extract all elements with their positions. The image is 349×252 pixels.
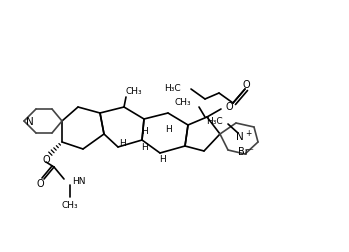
Text: CH₃: CH₃ xyxy=(174,97,191,106)
Text: H: H xyxy=(159,155,166,164)
Text: H₃C: H₃C xyxy=(164,83,181,92)
Text: CH₃: CH₃ xyxy=(62,200,78,209)
Text: HN: HN xyxy=(72,177,86,186)
Text: O: O xyxy=(42,154,50,164)
Text: +: + xyxy=(245,129,251,138)
Text: Br⁻: Br⁻ xyxy=(238,146,254,156)
Text: O: O xyxy=(225,102,233,112)
Text: H: H xyxy=(119,138,125,147)
Text: N: N xyxy=(236,132,244,141)
Text: H: H xyxy=(141,127,147,136)
Text: O: O xyxy=(242,80,250,90)
Text: H: H xyxy=(165,125,171,134)
Text: CH₃: CH₃ xyxy=(126,86,143,95)
Text: O: O xyxy=(36,178,44,188)
Text: H₃C: H₃C xyxy=(206,116,223,125)
Text: N: N xyxy=(26,116,34,127)
Text: H: H xyxy=(141,143,147,152)
